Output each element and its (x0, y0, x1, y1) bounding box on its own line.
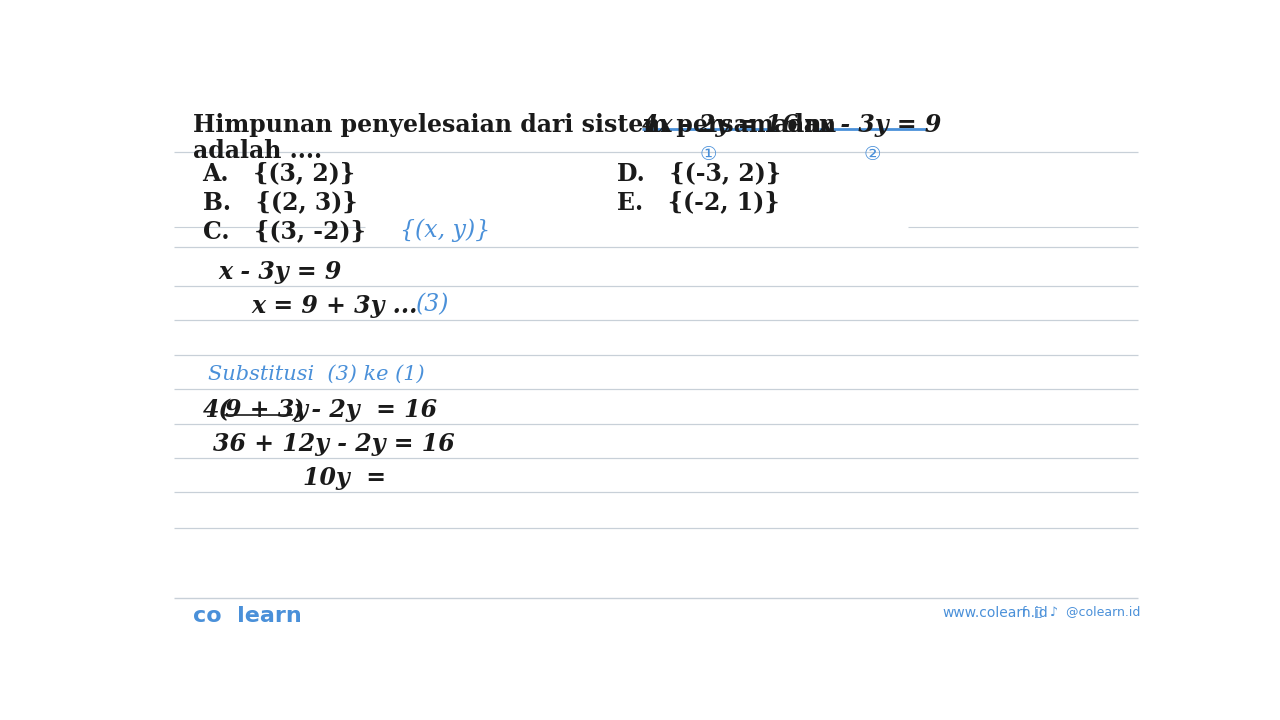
Text: 9 + 3y: 9 + 3y (225, 398, 308, 422)
Text: f  Ⓜ  ♪  @colearn.id: f Ⓜ ♪ @colearn.id (1021, 606, 1140, 619)
Text: A.   {(3, 2)}: A. {(3, 2)} (202, 161, 356, 185)
Text: x = 9 + 3y ...: x = 9 + 3y ... (251, 294, 426, 318)
Text: 4(: 4( (202, 398, 230, 422)
Text: {(x, y)}: {(x, y)} (401, 218, 490, 242)
Text: D.   {(-3, 2)}: D. {(-3, 2)} (617, 161, 781, 185)
Text: Himpunan penyelesaian dari sistem persamaan: Himpunan penyelesaian dari sistem persam… (192, 112, 829, 137)
Text: adalah ....: adalah .... (192, 139, 321, 163)
Text: C.   {(3, -2)}: C. {(3, -2)} (202, 220, 365, 243)
Text: dan: dan (780, 112, 845, 137)
Text: www.colearn.id: www.colearn.id (943, 606, 1048, 620)
Text: co  learn: co learn (192, 606, 301, 626)
Text: (3): (3) (416, 294, 449, 317)
Text: ①: ① (700, 145, 718, 164)
Text: x - 3y = 9: x - 3y = 9 (819, 112, 942, 137)
Text: B.   {(2, 3)}: B. {(2, 3)} (202, 190, 357, 215)
Text: 36 + 12y - 2y = 16: 36 + 12y - 2y = 16 (212, 432, 454, 456)
Text: ②: ② (864, 145, 881, 164)
Text: Substitusi  (3) ke (1): Substitusi (3) ke (1) (209, 364, 425, 383)
Text: ) - 2y  = 16: ) - 2y = 16 (293, 398, 439, 422)
Text: 10y  =: 10y = (303, 466, 387, 490)
Text: E.   {(-2, 1)}: E. {(-2, 1)} (617, 190, 780, 215)
Text: x - 3y = 9: x - 3y = 9 (218, 260, 342, 284)
Text: 4x - 2y = 16: 4x - 2y = 16 (643, 112, 799, 137)
